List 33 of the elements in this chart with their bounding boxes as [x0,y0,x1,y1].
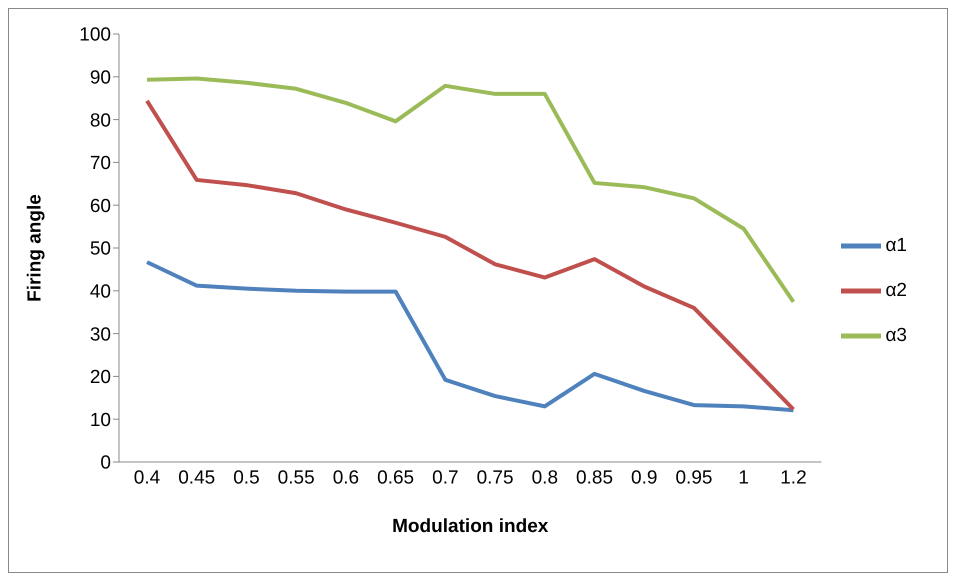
y-tick-label: 30 [90,324,111,346]
y-tick-label: 50 [90,238,111,260]
x-tick-label: 0.65 [377,467,414,488]
y-tick-label: 40 [90,282,111,303]
x-axis-title: Modulation index [392,516,549,537]
legend-label: α2 [885,280,907,301]
y-tick-label: 10 [90,410,111,431]
x-tick-label: 0.85 [576,467,614,488]
x-tick-label: 0.6 [332,467,360,488]
x-tick-label: 1 [738,467,749,488]
x-tick-label: 0.55 [278,467,315,488]
legend-label: α3 [885,325,907,346]
y-tick-label: 70 [90,153,111,174]
x-tick-label: 0.5 [233,467,260,488]
x-tick-label: 0.9 [631,467,658,488]
y-tick-label: 80 [90,110,111,132]
x-tick-label: 0.4 [134,467,161,488]
x-tick-label: 1.2 [780,467,807,488]
line-series [145,98,796,412]
legend-label: α1 [885,235,907,256]
y-tick-label: 0 [100,452,111,474]
x-tick-label: 0.95 [675,467,712,488]
line-series [145,260,796,412]
line-series [145,76,796,304]
x-tick-label: 0.7 [432,467,459,488]
y-tick-label: 60 [90,196,111,217]
y-tick-label: 20 [90,367,111,388]
y-axis-title: Firing angle [24,194,46,302]
x-tick-label: 0.75 [476,467,514,488]
y-tick-label: 100 [79,24,111,46]
y-tick-label: 90 [90,68,111,89]
x-tick-label: 0.8 [532,467,558,488]
x-tick-label: 0.45 [178,467,216,488]
